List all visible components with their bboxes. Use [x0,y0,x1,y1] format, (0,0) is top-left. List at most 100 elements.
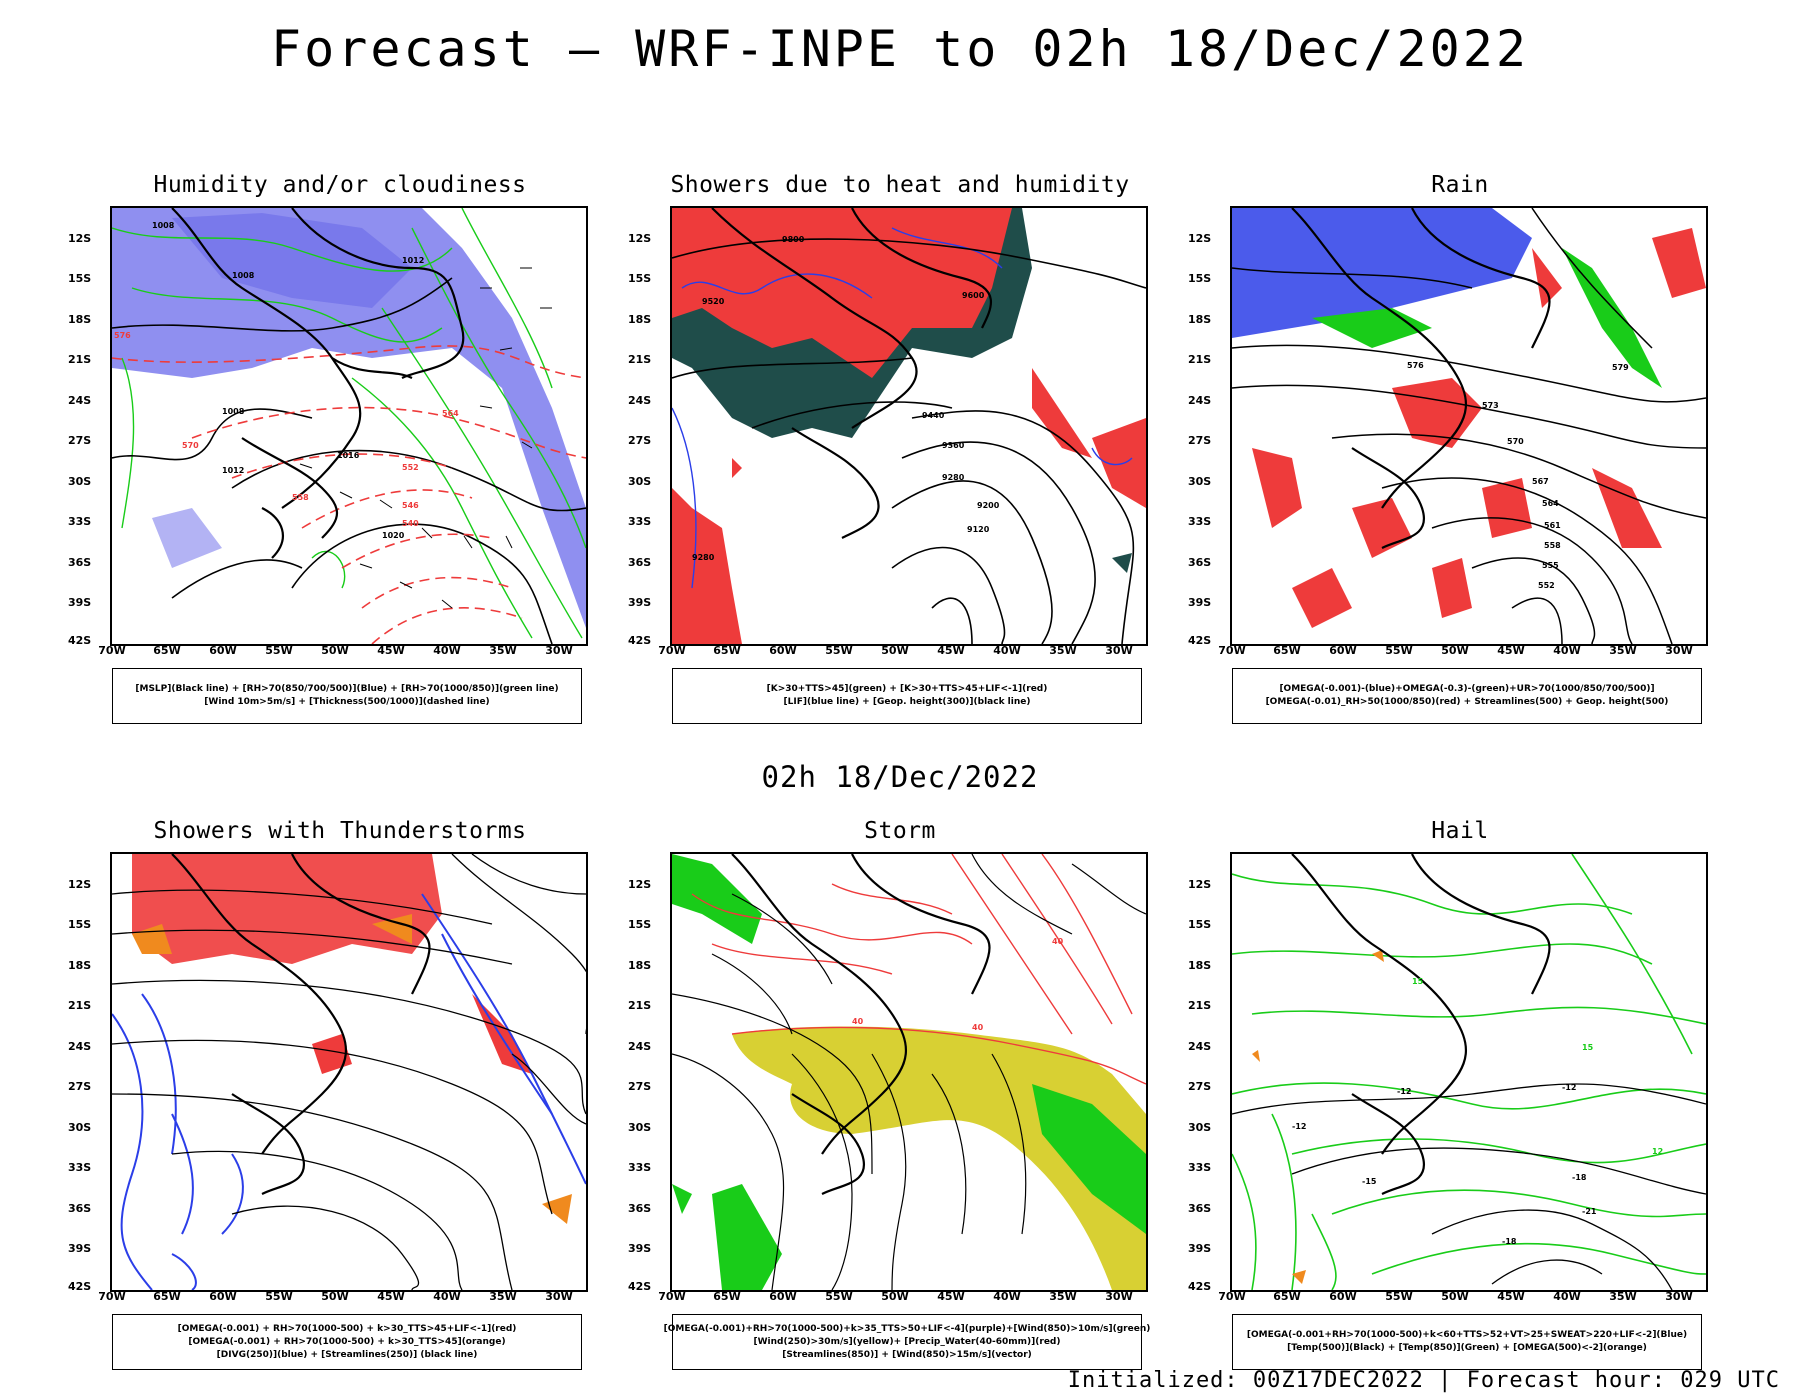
lat-label: 30S [628,475,652,488]
lon-label: 65W [713,1290,741,1303]
lon-label: 50W [321,644,349,657]
lon-label: 50W [881,644,909,657]
lon-label: 65W [713,644,741,657]
panel-title: Storm [864,818,936,844]
lon-label: 70W [658,1290,686,1303]
lat-label: 27S [68,1080,92,1093]
contour-label: 552 [1538,581,1555,590]
lon-label: 30W [1665,1290,1693,1303]
lat-label: 21S [68,999,92,1012]
lat-label: 42S [628,1280,652,1293]
contour-label: 564 [442,409,459,418]
contour-label: 15 [1582,1043,1594,1052]
legend-box: [MSLP](Black line) + [RH>70(850/700/500)… [112,668,582,724]
panel-storm: Storm [620,818,1180,1398]
lat-label: 36S [1188,1202,1212,1215]
lat-label: 21S [1188,353,1212,366]
lat-label: 12S [1188,232,1212,245]
lat-label: 39S [68,1242,92,1255]
legend-box: [K>30+TTS>45](green) + [K>30+TTS>45+LIF<… [672,668,1142,724]
lon-label: 35W [1049,644,1077,657]
lat-label: 21S [68,353,92,366]
lat-label: 18S [1188,959,1212,972]
lat-label: 36S [68,1202,92,1215]
lat-label: 24S [1188,1040,1212,1053]
lon-label: 35W [1049,1290,1077,1303]
legend-box: [OMEGA(-0.001) + RH>70(1000-500) + k>30_… [112,1314,582,1370]
contour-label: 9800 [782,235,805,244]
lat-label: 33S [1188,515,1212,528]
lat-label: 39S [1188,596,1212,609]
contour-label: 570 [1507,437,1524,446]
lon-label: 40W [1553,644,1581,657]
lon-label: 55W [265,1290,293,1303]
contour-label: 1012 [222,466,244,475]
lat-label: 18S [68,313,92,326]
lat-label: 39S [628,1242,652,1255]
lat-label: 12S [628,878,652,891]
map-rain: 579 576 573 570 567 564 561 558 555 552 [1230,206,1708,646]
lat-label: 15S [1188,272,1212,285]
lon-label: 60W [209,1290,237,1303]
lat-label: 42S [628,634,652,647]
panel-title: Rain [1431,172,1489,198]
panel-title: Showers due to heat and humidity [670,172,1130,198]
lon-label: 40W [993,1290,1021,1303]
lon-label: 60W [1329,644,1357,657]
lon-label: 50W [881,1290,909,1303]
legend-line: [OMEGA(-0.001)-(blue)+OMEGA(-0.3)-(green… [1279,684,1655,694]
contour-label: 567 [1532,477,1549,486]
lat-label: 42S [1188,1280,1212,1293]
lat-label: 18S [68,959,92,972]
lon-label: 35W [489,644,517,657]
lat-label: 15S [628,272,652,285]
lon-label: 30W [1105,1290,1133,1303]
lon-label: 50W [1441,644,1469,657]
lat-label: 42S [68,634,92,647]
legend-line: [Streamlines(850)] + [Wind(850)>15m/s](v… [782,1349,1032,1360]
legend-line: [K>30+TTS>45](green) + [K>30+TTS>45+LIF<… [766,684,1048,694]
lat-label: 30S [628,1121,652,1134]
contour-label: 558 [292,493,309,502]
lat-label: 18S [628,313,652,326]
lon-label: 65W [153,1290,181,1303]
contour-label: -12 [1562,1083,1576,1092]
contour-label: 558 [1544,541,1561,550]
contour-label: -21 [1582,1207,1597,1216]
contour-label: 576 [114,331,131,340]
contour-label: 9520 [702,297,725,306]
legend-line: [OMEGA(-0.001) + RH>70(1000-500) + k>30_… [188,1336,506,1347]
contour-label: -12 [1292,1122,1306,1131]
lat-label: 21S [628,353,652,366]
lon-label: 70W [1218,644,1246,657]
lon-label: 45W [1497,1290,1525,1303]
lon-label: 40W [993,644,1021,657]
map-humidity: 1008 1008 1012 1016 1020 1008 1012 576 5… [110,206,588,646]
panel-showers-heat: Showers due to heat and humidity [620,172,1180,752]
contour-label: 9440 [922,411,945,420]
contour-label: 546 [402,501,419,510]
lat-label: 33S [68,515,92,528]
lat-label: 15S [68,918,92,931]
contour-label: -15 [1362,1177,1377,1186]
lat-label: 27S [68,434,92,447]
lat-label: 33S [628,1161,652,1174]
lat-label: 30S [68,475,92,488]
legend-line: [MSLP](Black line) + [RH>70(850/700/500)… [135,684,559,694]
panel-rain: Rain [1180,172,1740,752]
legend-line: [DIVG(250)](blue) + [Streamlines(250)] (… [216,1349,478,1360]
lon-label: 70W [98,1290,126,1303]
contour-label: 9360 [942,441,965,450]
lat-label: 33S [1188,1161,1212,1174]
lat-label: 12S [1188,878,1212,891]
lon-label: 60W [769,644,797,657]
contour-label: 9200 [977,501,1000,510]
contour-label: 1012 [402,256,424,265]
lat-label: 30S [1188,475,1212,488]
lon-label: 55W [825,644,853,657]
legend-line: [Wind 10m>5m/s] + [Thickness(500/1000)](… [204,697,490,707]
lon-label: 55W [265,644,293,657]
contour-label: 561 [1544,521,1561,530]
lat-label: 27S [1188,1080,1212,1093]
lat-label: 42S [1188,634,1212,647]
